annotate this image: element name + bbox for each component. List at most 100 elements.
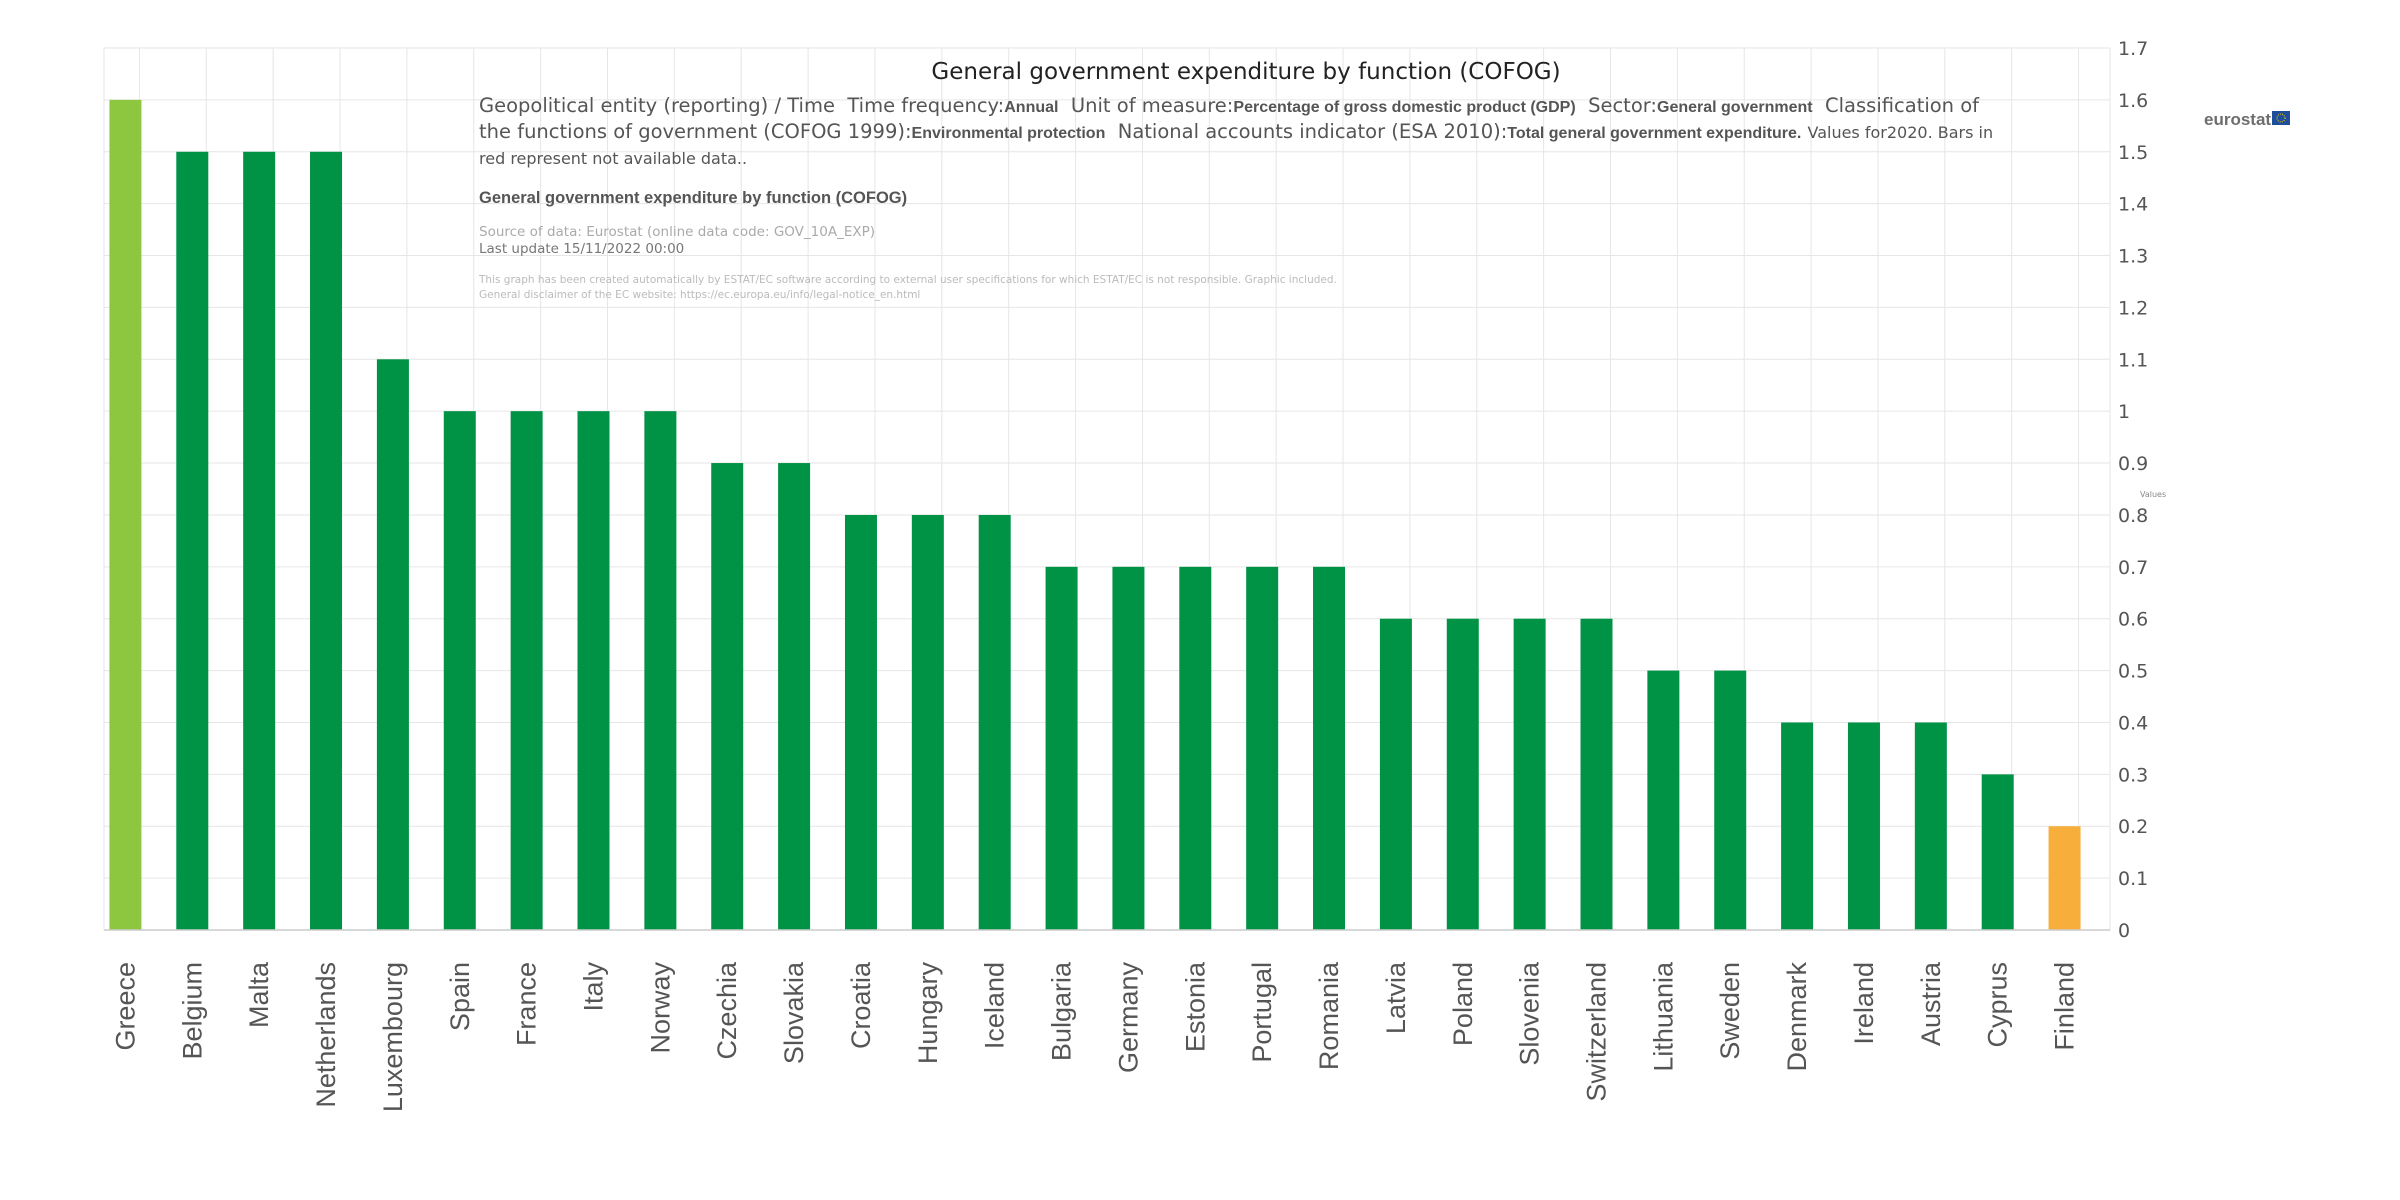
y-tick-label: 1.7: [2118, 38, 2148, 60]
bars: [109, 99, 2081, 931]
last-update-note: Last update 15/11/2022 00:00: [479, 241, 685, 257]
sector-label: Sector:: [1588, 94, 1657, 117]
y-tick-label: 0.1: [2118, 868, 2148, 890]
chart-title: General government expenditure by functi…: [931, 59, 1560, 85]
class-label: Classification of the functions of gover…: [479, 94, 1980, 143]
x-tick-label: Malta: [244, 961, 274, 1028]
source-note: Source of data: Eurostat (online data co…: [479, 224, 876, 240]
x-tick-label: Latvia: [1381, 961, 1411, 1034]
x-tick-label: Austria: [1916, 961, 1946, 1046]
x-axis-ticks: Greece Belgium Malta Netherlands Luxembourg S…: [110, 961, 2079, 1112]
bar-romania[interactable]: [1313, 566, 1346, 930]
bar-cyprus[interactable]: [1981, 774, 2014, 930]
eurostat-logo: eurostat: [2204, 110, 2290, 129]
x-tick-label: Iceland: [980, 962, 1010, 1049]
bar-france[interactable]: [510, 411, 543, 930]
y-tick-label: 0.8: [2118, 505, 2148, 527]
y-tick-label: 1.1: [2118, 349, 2148, 371]
y-tick-label: 1.4: [2118, 194, 2148, 216]
x-tick-label: Portugal: [1247, 962, 1277, 1063]
values-for-note: Values for2020. Bars in red represent no…: [479, 123, 1994, 168]
y-tick-label: 0.9: [2118, 453, 2148, 475]
bar-bulgaria[interactable]: [1045, 566, 1078, 930]
bar-hungary[interactable]: [911, 514, 944, 930]
eurostat-logo-text: eurostat: [2204, 110, 2271, 129]
x-tick-label: Croatia: [846, 961, 876, 1049]
bar-ireland[interactable]: [1847, 722, 1880, 930]
bar-germany[interactable]: [1112, 566, 1145, 930]
y-axis-label: Values: [2140, 490, 2166, 499]
x-tick-label: Denmark: [1782, 962, 1812, 1072]
sector-value: General government: [1657, 99, 1813, 116]
chart-subtitle-block: Geopolitical entity (reporting) / Time T…: [479, 94, 1999, 171]
eu-stars-icon: [2276, 113, 2286, 123]
unit-value: Percentage of gross domestic product (GD…: [1233, 99, 1576, 116]
bar-portugal[interactable]: [1246, 566, 1279, 930]
y-tick-label: 0: [2118, 920, 2130, 942]
eu-flag-icon: [2272, 111, 2290, 125]
x-tick-label: Slovakia: [779, 961, 809, 1064]
x-tick-label: Finland: [2050, 962, 2080, 1051]
unit-label: Unit of measure:: [1070, 94, 1234, 117]
x-tick-label: Estonia: [1180, 961, 1210, 1052]
y-tick-label: 1.2: [2118, 297, 2148, 319]
x-tick-label: Poland: [1448, 962, 1478, 1046]
x-tick-label: Hungary: [913, 962, 943, 1065]
x-tick-label: Italy: [579, 962, 609, 1012]
bar-slovenia[interactable]: [1513, 618, 1546, 930]
bar-greece[interactable]: [109, 99, 142, 931]
x-tick-label: Netherlands: [311, 962, 341, 1108]
disclaimer-line-1: This graph has been created automaticall…: [479, 274, 1337, 286]
x-tick-label: Cyprus: [1983, 962, 2013, 1048]
plot-area: [103, 47, 2111, 931]
bar-norway[interactable]: [644, 411, 677, 930]
bar-luxembourg[interactable]: [376, 359, 409, 930]
bar-iceland[interactable]: [978, 514, 1011, 930]
bar-spain[interactable]: [443, 411, 476, 930]
bar-sweden[interactable]: [1714, 670, 1747, 930]
freq-value: Annual: [1004, 99, 1059, 116]
disclaimer-line-2: General disclaimer of the EC website: ht…: [479, 289, 921, 301]
bar-austria[interactable]: [1914, 722, 1947, 930]
bar-italy[interactable]: [577, 411, 610, 930]
bar-estonia[interactable]: [1179, 566, 1212, 930]
y-tick-label: 0.7: [2118, 557, 2148, 579]
class-value: Environmental protection: [911, 125, 1106, 142]
bar-poland[interactable]: [1446, 618, 1479, 930]
x-tick-label: Bulgaria: [1047, 961, 1077, 1061]
geo-label: Geopolitical entity (reporting) / Time: [479, 94, 835, 117]
x-tick-label: Norway: [645, 962, 675, 1054]
y-tick-label: 1.6: [2118, 90, 2148, 112]
y-tick-label: 0.5: [2118, 661, 2148, 683]
bar-croatia[interactable]: [844, 514, 877, 930]
bar-switzerland[interactable]: [1580, 618, 1613, 930]
chart-subtitle-heading: General government expenditure by functi…: [479, 189, 908, 207]
x-tick-label: Belgium: [177, 962, 207, 1060]
y-tick-label: 0.3: [2118, 764, 2148, 786]
x-tick-label: Switzerland: [1582, 962, 1612, 1102]
y-tick-label: 0.4: [2118, 712, 2148, 734]
x-tick-label: France: [512, 962, 542, 1046]
indicator-value: Total general government expenditure.: [1507, 125, 1802, 142]
x-tick-label: Romania: [1314, 961, 1344, 1070]
y-tick-label: 0.6: [2118, 609, 2148, 631]
indicator-label: National accounts indicator (ESA 2010):: [1117, 120, 1508, 143]
bar-finland[interactable]: [2048, 826, 2081, 930]
bar-lithuania[interactable]: [1647, 670, 1680, 930]
bar-netherlands[interactable]: [310, 151, 343, 930]
x-tick-label: Spain: [445, 962, 475, 1031]
x-tick-label: Luxembourg: [378, 962, 408, 1112]
x-tick-label: Ireland: [1849, 962, 1879, 1045]
bar-latvia[interactable]: [1379, 618, 1412, 930]
bar-czechia[interactable]: [711, 463, 744, 930]
x-tick-label: Sweden: [1715, 962, 1745, 1060]
bar-belgium[interactable]: [176, 151, 209, 930]
y-tick-label: 1: [2118, 401, 2130, 423]
x-tick-label: Lithuania: [1648, 961, 1678, 1072]
x-tick-label: Czechia: [712, 961, 742, 1060]
bar-denmark[interactable]: [1781, 722, 1814, 930]
bar-malta[interactable]: [243, 151, 276, 930]
bar-slovakia[interactable]: [778, 463, 811, 930]
freq-label: Time frequency:: [847, 94, 1005, 117]
